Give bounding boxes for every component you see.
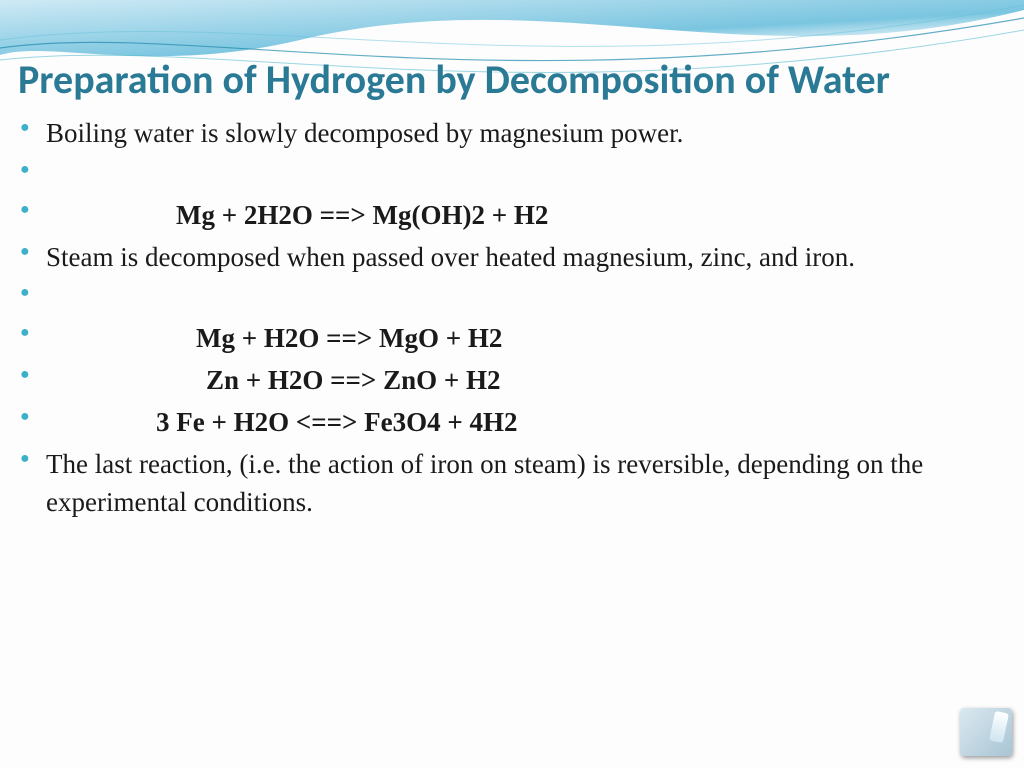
equation-item: Mg + 2H2O ==> Mg(OH)2 + H2 [46, 197, 994, 235]
water-pour-icon [960, 708, 1012, 756]
bullet-list: Boiling water is slowly decomposed by ma… [18, 115, 994, 521]
bullet-item: Boiling water is slowly decomposed by ma… [46, 115, 994, 153]
equation-item: Mg + H2O ==> MgO + H2 [46, 320, 994, 358]
slide-title: Preparation of Hydrogen by Decomposition… [18, 55, 994, 105]
bullet-item: The last reaction, (i.e. the action of i… [46, 446, 994, 522]
bullet-item [46, 280, 994, 316]
bullet-item [46, 157, 994, 193]
equation-item: 3 Fe + H2O <==> Fe3O4 + 4H2 [46, 404, 994, 442]
bullet-item: Steam is decomposed when passed over hea… [46, 239, 994, 277]
equation-item: Zn + H2O ==> ZnO + H2 [46, 362, 994, 400]
